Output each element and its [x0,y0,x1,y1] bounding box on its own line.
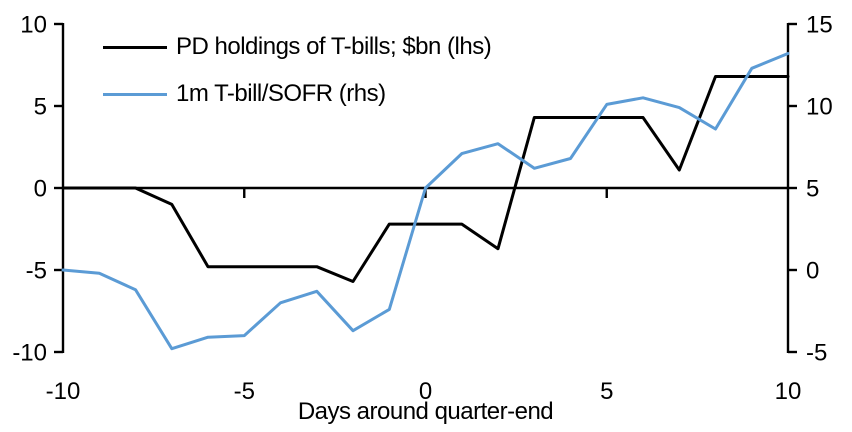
y-axis-left-tick-label: 0 [34,176,47,203]
legend-swatch-sofr [103,92,167,96]
y-axis-left-tick-label: 10 [20,12,47,39]
x-axis-title: Days around quarter-end [297,398,554,425]
series-line-pd-holdings [61,75,790,283]
legend-label-pd-holdings: PD holdings of T-bills; $bn (lhs) [176,33,492,60]
y-axis-left-tick-label: -5 [26,258,47,285]
y-axis-left-tick-label: -10 [12,340,47,367]
legend-swatch-pd-holdings [103,45,167,49]
y-axis-right-tick-label: 15 [806,12,833,39]
y-axis-left-tick-label: 5 [34,94,47,121]
legend-item-pd-holdings: PD holdings of T-bills; $bn (lhs) [103,33,492,61]
x-axis-tick-label: -10 [46,378,81,405]
legend-label-sofr: 1m T-bill/SOFR (rhs) [176,80,386,107]
x-axis-tick-label: 5 [600,378,613,405]
x-axis-tick-label: 10 [775,378,802,405]
legend-item-sofr: 1m T-bill/SOFR (rhs) [103,80,491,108]
y-axis-right-tick-label: 0 [806,258,819,285]
y-axis-right-tick-label: 5 [806,176,819,203]
legend: PD holdings of T-bills; $bn (lhs) 1m T-b… [103,33,492,127]
x-axis-tick-label: 0 [419,378,432,405]
y-axis-right-tick-label: 10 [806,94,833,121]
x-axis-tick-label: -5 [234,378,255,405]
series-line-sofr [61,52,790,351]
y-axis-right-tick-label: -5 [806,340,827,367]
